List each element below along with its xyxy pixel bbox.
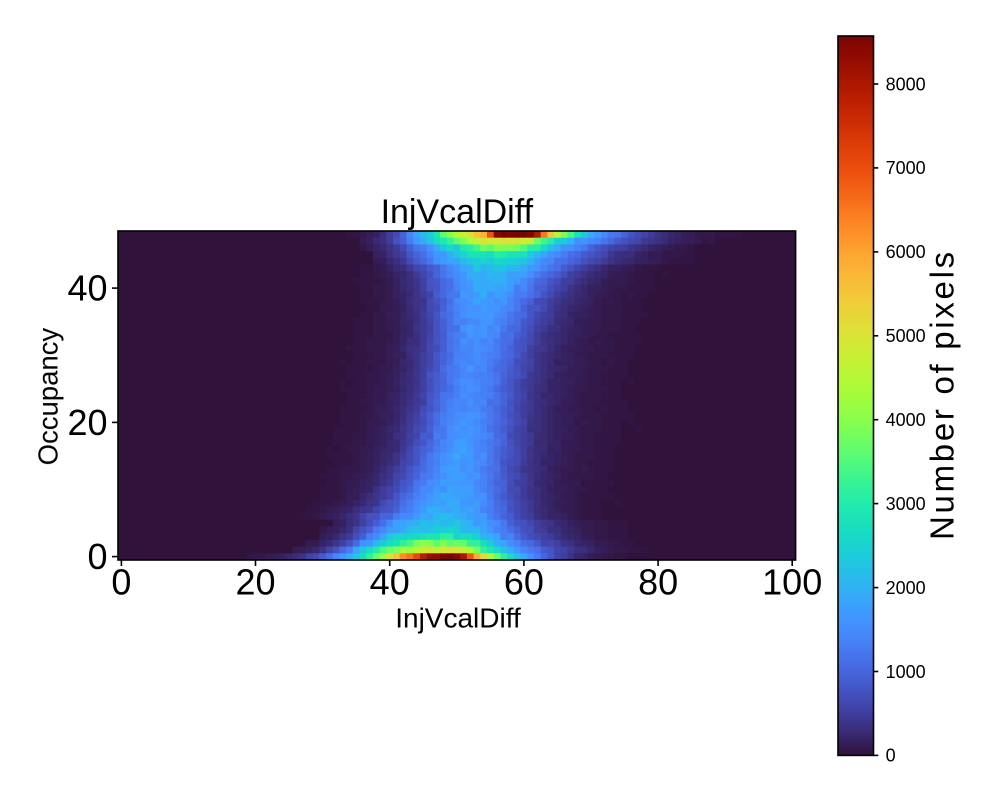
svg-text:InjVcalDiff: InjVcalDiff bbox=[381, 193, 534, 231]
svg-text:Number of pixels: Number of pixels bbox=[924, 249, 961, 540]
svg-text:7000: 7000 bbox=[886, 158, 926, 178]
svg-text:6000: 6000 bbox=[886, 242, 926, 262]
svg-text:4000: 4000 bbox=[886, 410, 926, 430]
svg-text:0: 0 bbox=[111, 562, 131, 603]
svg-text:5000: 5000 bbox=[886, 326, 926, 346]
svg-text:2000: 2000 bbox=[886, 578, 926, 598]
svg-text:1000: 1000 bbox=[886, 662, 926, 682]
svg-text:100: 100 bbox=[762, 562, 822, 603]
svg-text:60: 60 bbox=[504, 562, 544, 603]
svg-text:20: 20 bbox=[235, 562, 275, 603]
svg-text:0: 0 bbox=[886, 746, 896, 766]
svg-text:InjVcalDiff: InjVcalDiff bbox=[395, 603, 521, 634]
svg-text:Occupancy: Occupancy bbox=[33, 328, 64, 466]
svg-text:8000: 8000 bbox=[886, 74, 926, 94]
svg-text:40: 40 bbox=[370, 562, 410, 603]
svg-text:40: 40 bbox=[67, 268, 107, 309]
svg-text:80: 80 bbox=[638, 562, 678, 603]
svg-text:0: 0 bbox=[87, 536, 107, 577]
svg-text:3000: 3000 bbox=[886, 494, 926, 514]
svg-text:20: 20 bbox=[67, 402, 107, 443]
